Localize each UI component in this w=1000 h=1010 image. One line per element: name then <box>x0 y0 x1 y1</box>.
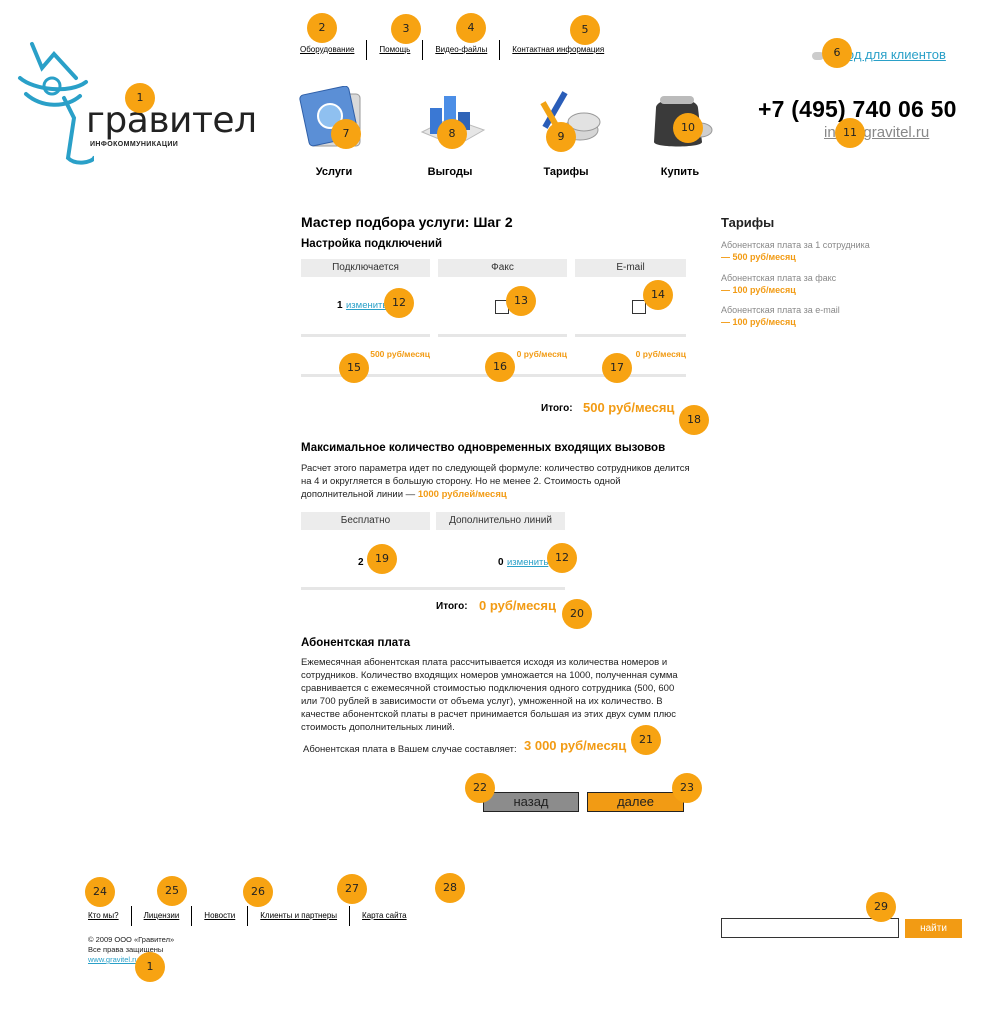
divider <box>438 334 567 337</box>
calls-total-label: Итого: <box>436 601 468 612</box>
footer-news-link[interactable]: Новости <box>192 905 247 927</box>
fee-description: Ежемесячная абонентская плата рассчитыва… <box>301 656 691 734</box>
logo-mark-icon <box>14 38 94 168</box>
footer-about-link[interactable]: Кто мы? <box>76 905 131 927</box>
col-header-fax: Факс <box>438 259 567 277</box>
search-button[interactable]: найти <box>905 919 962 938</box>
tile-services-label: Услуги <box>284 166 384 178</box>
marker: 16 <box>485 352 515 382</box>
site-link[interactable]: www.gravitel.ru <box>88 955 139 964</box>
marker: 17 <box>602 353 632 383</box>
marker: 9 <box>546 122 576 152</box>
marker: 26 <box>243 877 273 907</box>
sidebar-item-employee: Абонентская плата за 1 сотрудника — 500 … <box>721 239 870 263</box>
marker: 14 <box>643 280 673 310</box>
marker: 21 <box>631 725 661 755</box>
nav-contacts-link[interactable]: Контактная информация <box>500 38 616 62</box>
marker: 11 <box>835 118 865 148</box>
footer-sitemap-link[interactable]: Карта сайта <box>350 905 419 927</box>
logo-wordmark[interactable]: гравител <box>86 100 257 141</box>
calls-description: Расчет этого параметра идет по следующей… <box>301 462 691 501</box>
change-connections-link[interactable]: изменить <box>346 300 387 311</box>
logo-subtitle: ИНФОКОММУНИКАЦИИ <box>90 141 178 148</box>
email-price: 0 руб/месяц <box>575 349 686 359</box>
sidebar-item-label: Абонентская плата за e-mail <box>721 304 840 316</box>
col-header-connects: Подключается <box>301 259 430 277</box>
marker: 24 <box>85 877 115 907</box>
marker: 27 <box>337 874 367 904</box>
sidebar-item-price: — 500 руб/месяц <box>721 251 870 263</box>
col-header-free: Бесплатно <box>301 512 430 530</box>
sidebar-item-email: Абонентская плата за e-mail — 100 руб/ме… <box>721 304 840 328</box>
sidebar-item-price: — 100 руб/месяц <box>721 316 840 328</box>
fee-title: Абонентская плата <box>301 637 410 649</box>
extra-lines-count: 0 <box>498 557 504 568</box>
marker: 15 <box>339 353 369 383</box>
marker: 22 <box>465 773 495 803</box>
marker: 18 <box>679 405 709 435</box>
sidebar-item-label: Абонентская плата за 1 сотрудника <box>721 239 870 251</box>
col-header-extra: Дополнительно линий <box>436 512 565 530</box>
change-lines-link[interactable]: изменить <box>507 557 548 568</box>
page-title: Мастер подбора услуги: Шаг 2 <box>301 214 513 230</box>
free-lines-count: 2 <box>358 557 364 568</box>
nav-video-link[interactable]: Видео-файлы <box>423 38 499 62</box>
marker: 23 <box>672 773 702 803</box>
sidebar-title: Тарифы <box>721 215 774 230</box>
divider <box>301 334 430 337</box>
footer-clients-link[interactable]: Клиенты и партнеры <box>248 905 349 927</box>
copyright-text: © 2009 ООО «Гравител» <box>88 935 174 945</box>
connections-title: Настройка подключений <box>301 238 442 250</box>
connections-count: 1 <box>337 300 343 311</box>
connections-total-label: Итого: <box>541 403 573 414</box>
sidebar-item-fax: Абонентская плата за факс — 100 руб/меся… <box>721 272 836 296</box>
marker: 29 <box>866 892 896 922</box>
marker: 3 <box>391 14 421 44</box>
tile-tariffs-label: Тарифы <box>516 166 616 178</box>
marker: 20 <box>562 599 592 629</box>
rights-text: Все права защищены <box>88 945 174 955</box>
marker: 12 <box>384 288 414 318</box>
calls-title: Максимальное количество одновременных вх… <box>301 442 665 454</box>
marker: 1 <box>135 952 165 982</box>
calls-total-value: 0 руб/месяц <box>479 598 556 613</box>
marker: 6 <box>822 38 852 68</box>
tile-benefits-label: Выгоды <box>400 166 500 178</box>
col-header-email: E-mail <box>575 259 686 277</box>
marker: 2 <box>307 13 337 43</box>
marker: 1 <box>125 83 155 113</box>
fee-result-value: 3 000 руб/месяц <box>524 738 626 753</box>
tile-buy-label: Купить <box>630 166 730 178</box>
marker: 7 <box>331 119 361 149</box>
marker: 25 <box>157 876 187 906</box>
search-input[interactable] <box>721 918 899 938</box>
sidebar-item-label: Абонентская плата за факс <box>721 272 836 284</box>
marker: 13 <box>506 286 536 316</box>
back-button[interactable]: назад <box>483 792 579 812</box>
marker: 10 <box>673 113 703 143</box>
divider <box>575 334 686 337</box>
footer-nav: Кто мы? Лицензии Новости Клиенты и партн… <box>76 905 419 927</box>
marker: 19 <box>367 544 397 574</box>
top-nav: Оборудование Помощь Видео-файлы Контактн… <box>288 38 616 62</box>
marker: 5 <box>570 15 600 45</box>
connections-total-value: 500 руб/месяц <box>583 400 674 415</box>
marker: 4 <box>456 13 486 43</box>
marker: 8 <box>437 119 467 149</box>
next-button[interactable]: далее <box>587 792 684 812</box>
marker: 12 <box>547 543 577 573</box>
footer-licenses-link[interactable]: Лицензии <box>132 905 192 927</box>
sidebar-item-price: — 100 руб/месяц <box>721 284 836 296</box>
fee-result-label: Абонентская плата в Вашем случае составл… <box>303 744 517 755</box>
line-price: 1000 рублей/месяц <box>418 489 507 500</box>
divider <box>301 587 565 590</box>
marker: 28 <box>435 873 465 903</box>
